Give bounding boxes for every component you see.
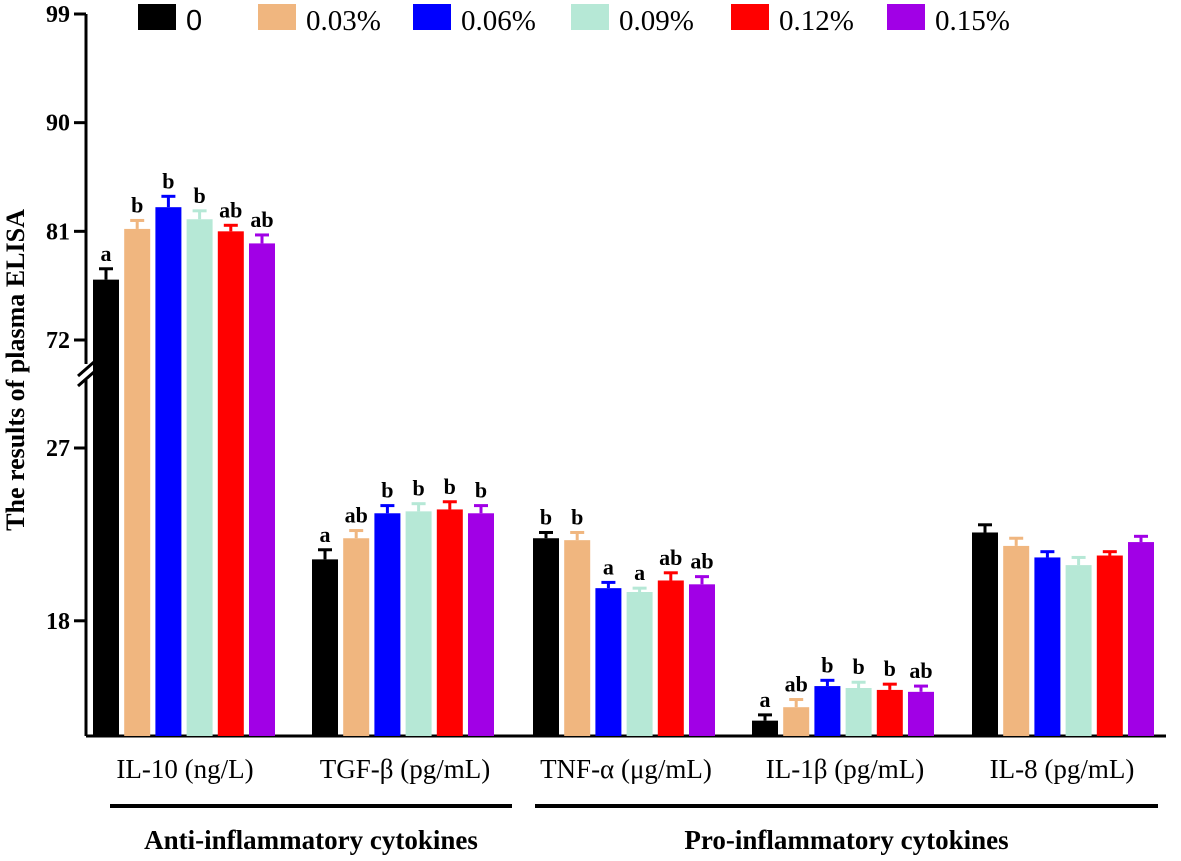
significance-label: b: [475, 478, 487, 503]
legend-label: 0.12%: [779, 5, 854, 37]
significance-label: b: [162, 168, 174, 193]
y-tick-label: 18: [46, 609, 70, 635]
bar: [814, 686, 841, 736]
legend-label: 0: [186, 5, 202, 37]
bar: [689, 584, 715, 736]
y-tick-label: 81: [46, 219, 70, 245]
bar: [533, 538, 559, 736]
bar: [249, 243, 275, 736]
bar: [876, 689, 903, 736]
legend-swatch: [413, 4, 451, 30]
bar: [1034, 557, 1061, 736]
significance-label: b: [884, 656, 896, 681]
significance-label: b: [193, 183, 205, 208]
significance-label: a: [760, 687, 771, 712]
group-label: Anti-inflammatory cytokines: [144, 825, 478, 855]
x-tick-label: IL-10 (ng/L): [116, 754, 253, 784]
legend-label: 0.03%: [306, 5, 381, 37]
legend-swatch: [731, 4, 769, 30]
bar: [1003, 545, 1030, 736]
significance-label: a: [101, 241, 112, 266]
x-tick-label: IL-1β (pg/mL): [766, 754, 924, 784]
bar: [845, 688, 872, 736]
x-tick-label: IL-8 (pg/mL): [990, 754, 1135, 784]
legend-label: 0.09%: [619, 5, 694, 37]
significance-label: b: [412, 476, 424, 501]
bar: [1065, 565, 1092, 736]
significance-label: b: [381, 478, 393, 503]
significance-label: ab: [250, 207, 273, 232]
bar: [436, 509, 463, 736]
bar: [908, 691, 934, 736]
bar: [312, 559, 338, 736]
bar: [1096, 555, 1123, 736]
bar: [468, 513, 494, 736]
bar: [1128, 542, 1154, 736]
significance-label: ab: [785, 672, 808, 697]
bar: [657, 580, 684, 736]
x-tick-label: TGF-β (pg/mL): [320, 754, 490, 784]
axis-break-mark: [77, 370, 95, 388]
y-tick-label: 90: [46, 111, 70, 137]
bar: [972, 532, 998, 736]
legend: 0 0.03% 0.06% 0.09% 0.12% 0.15%: [138, 4, 1010, 37]
significance-label: b: [852, 654, 864, 679]
y-tick-label: 72: [46, 328, 70, 354]
legend-label: 0.15%: [935, 5, 1010, 37]
significance-label: b: [571, 504, 583, 529]
significance-label: ab: [659, 545, 682, 570]
bar: [343, 538, 370, 736]
significance-label: a: [634, 560, 645, 585]
x-tick-label: TNF-α (μg/mL): [540, 754, 712, 784]
y-tick-label: 99: [46, 2, 70, 28]
legend-label: 0.06%: [461, 5, 536, 37]
significance-label: b: [540, 504, 552, 529]
axis-break-mark: [77, 360, 95, 378]
bar: [374, 513, 401, 736]
bar: [564, 540, 591, 736]
legend-swatch: [258, 4, 296, 30]
y-tick-label: 27: [46, 436, 70, 462]
significance-label: ab: [690, 549, 713, 574]
significance-label: b: [131, 192, 143, 217]
significance-label: b: [821, 652, 833, 677]
significance-label: ab: [909, 658, 932, 683]
legend-swatch: [138, 4, 176, 30]
significance-label: a: [320, 522, 331, 547]
bar: [124, 228, 151, 736]
significance-label: ab: [345, 503, 368, 528]
bar: [155, 207, 182, 736]
significance-label: b: [444, 474, 456, 499]
bar: [405, 511, 432, 736]
bar: [217, 231, 244, 737]
significance-label: a: [603, 554, 614, 579]
significance-label: ab: [219, 197, 242, 222]
y-axis-label: The results of plasma ELISA: [1, 209, 30, 531]
group-label: Pro-inflammatory cytokines: [684, 825, 1008, 855]
legend-swatch: [571, 4, 609, 30]
category-groups: Anti-inflammatory cytokines Pro-inflammat…: [110, 804, 1158, 855]
legend-swatch: [887, 4, 925, 30]
bar: [626, 592, 653, 736]
bar: [93, 279, 119, 736]
bar: [595, 588, 622, 736]
x-axis-labels: IL-10 (ng/L) TGF-β (pg/mL) TNF-α (μg/mL) IL…: [116, 754, 1134, 784]
bar: [752, 720, 778, 736]
bar: [783, 707, 810, 736]
bar: [186, 219, 213, 736]
